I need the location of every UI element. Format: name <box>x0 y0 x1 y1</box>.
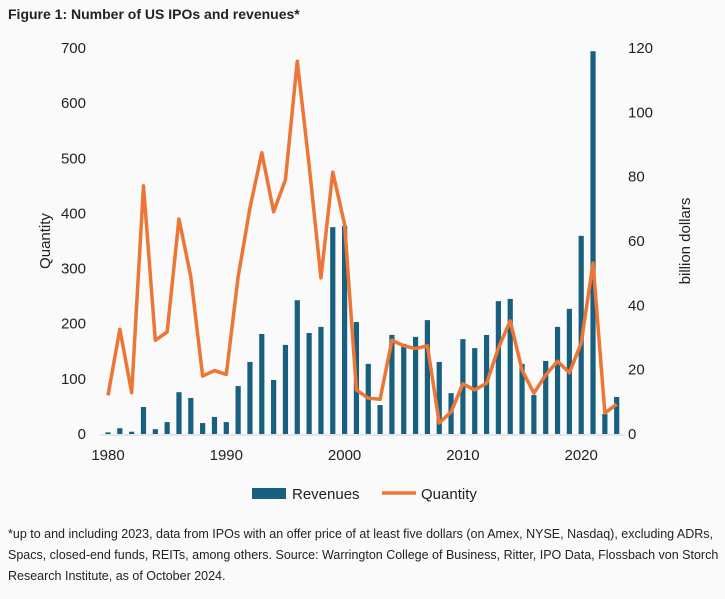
revenue-bar <box>306 332 312 434</box>
revenue-bar <box>543 360 549 434</box>
revenue-bar <box>377 405 383 434</box>
revenue-bar <box>531 395 537 434</box>
x-tick-label: 1980 <box>91 447 124 464</box>
revenue-bar <box>554 326 561 434</box>
x-tick-label: 2000 <box>328 447 361 464</box>
y-left-tick-label: 100 <box>61 371 86 388</box>
y-right-tick-label: 120 <box>628 40 653 57</box>
revenue-bar <box>412 336 419 434</box>
revenue-bar <box>152 429 158 434</box>
revenue-bar <box>507 298 513 434</box>
revenue-bar <box>318 326 324 434</box>
legend-revenues-label: Revenues <box>292 486 360 503</box>
y-right-tick-label: 60 <box>628 233 645 250</box>
revenue-bar <box>129 431 135 434</box>
revenue-bar <box>211 416 218 434</box>
quantity-line <box>106 59 618 425</box>
revenue-bar <box>602 414 608 434</box>
revenue-bar <box>590 51 596 434</box>
revenue-bar <box>223 422 229 434</box>
revenue-bar <box>188 397 194 434</box>
y-left-tick-label: 700 <box>61 40 86 57</box>
y-right-tick-label: 0 <box>628 426 636 443</box>
y-right-tick-label: 100 <box>628 104 653 121</box>
y-left-label: Quantity <box>37 213 54 269</box>
revenue-bar <box>436 361 442 434</box>
revenue-bar <box>401 343 407 434</box>
y-left-tick-label: 300 <box>61 261 86 278</box>
legend-quantity-label: Quantity <box>421 486 477 503</box>
legend-revenues-swatch <box>252 488 286 499</box>
footnote: *up to and including 2023, data from IPO… <box>8 527 719 583</box>
x-tick-label: 2020 <box>565 447 598 464</box>
x-tick-label: 1990 <box>210 447 243 464</box>
revenue-bar <box>117 428 123 434</box>
y-right-tick-label: 80 <box>628 169 645 186</box>
chart: 0 100 200 300 400 500 600 700 0 20 40 60 80 100 120 198… <box>37 40 694 503</box>
revenue-bar <box>519 363 525 434</box>
revenue-bar <box>140 406 147 434</box>
x-tick-label: 2010 <box>446 447 479 464</box>
revenue-bar <box>282 344 289 434</box>
y-left-tick-label: 400 <box>61 205 86 222</box>
revenue-bar <box>271 379 277 434</box>
revenue-bar <box>176 392 182 434</box>
revenue-bar <box>164 422 170 434</box>
revenue-bar <box>200 423 206 434</box>
y-left-tick-label: 600 <box>61 95 86 112</box>
chart-title: Figure 1: Number of US IPOs and revenues… <box>8 6 300 22</box>
revenue-bar <box>330 227 336 434</box>
y-right-tick-label: 20 <box>628 362 645 379</box>
revenue-bar <box>105 432 111 434</box>
revenue-bar <box>259 333 265 434</box>
y-right-label: billion dollars <box>677 198 694 285</box>
revenue-bar <box>342 225 348 434</box>
revenue-bar <box>389 334 395 434</box>
y-right-tick-label: 40 <box>628 297 645 314</box>
y-left-tick-label: 500 <box>61 150 86 167</box>
revenue-bar <box>495 301 501 434</box>
revenue-bar <box>235 386 241 434</box>
y-left-tick-label: 0 <box>78 426 86 443</box>
revenue-bar <box>614 397 620 434</box>
revenue-bar <box>294 300 300 434</box>
y-left-tick-label: 200 <box>61 316 86 333</box>
revenue-bar <box>247 361 253 434</box>
revenue-bar <box>424 320 431 434</box>
